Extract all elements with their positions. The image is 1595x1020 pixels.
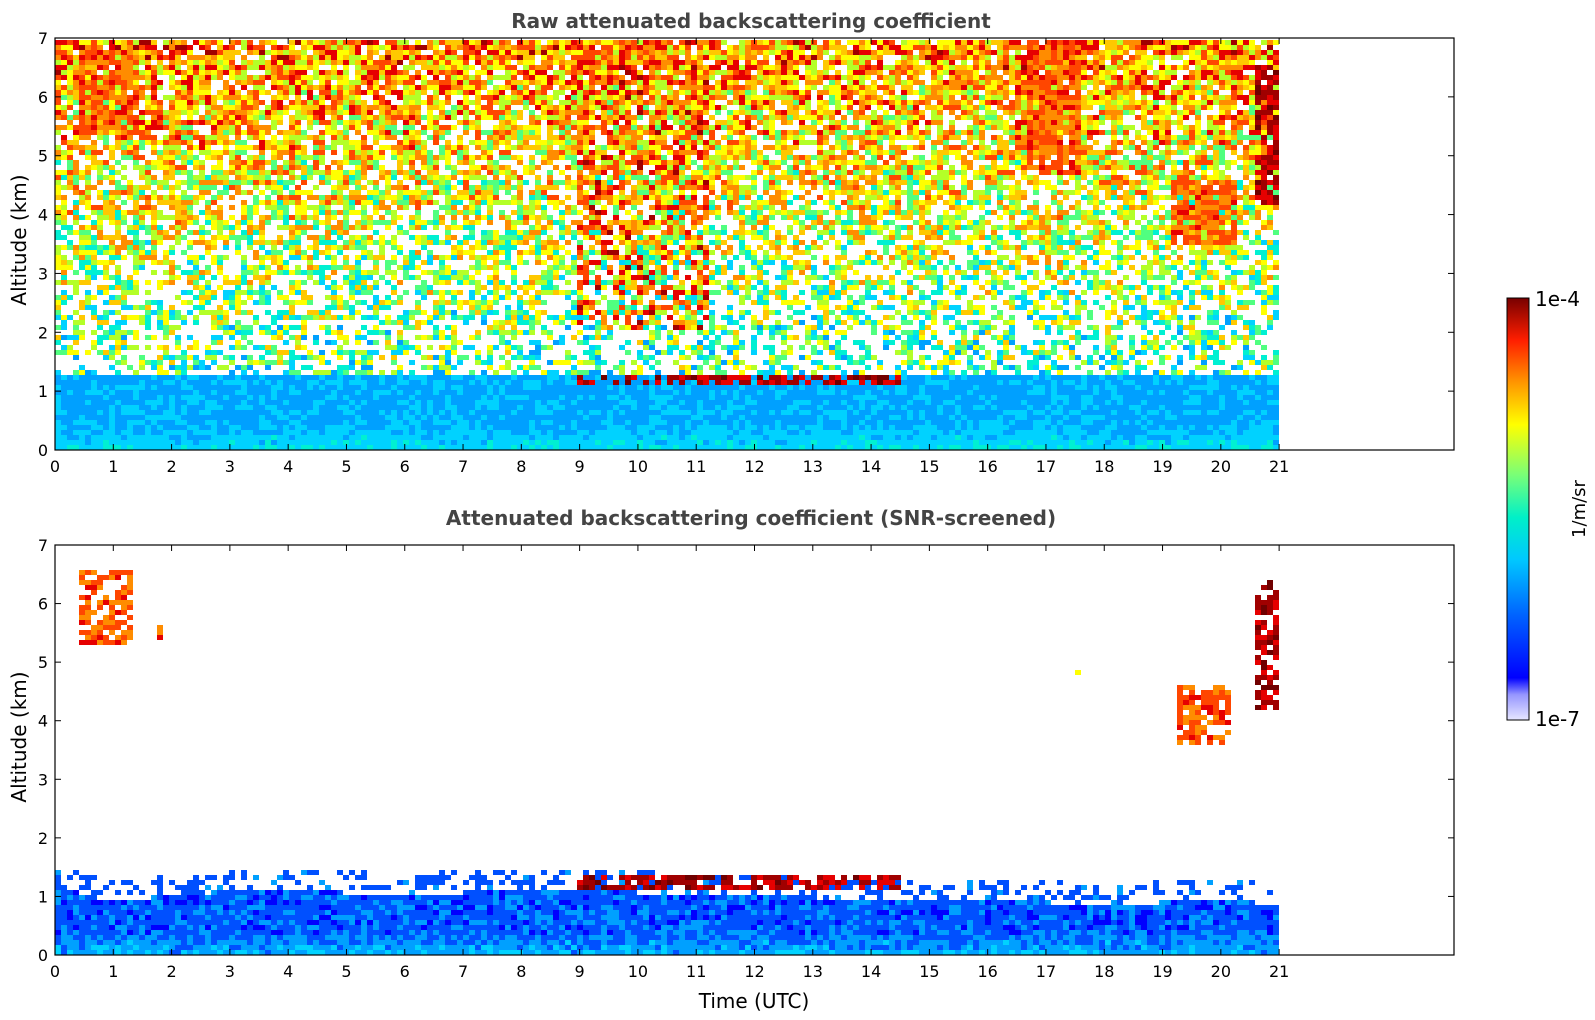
heatmap-field [55,570,1279,955]
y-tick-label: 4 [38,206,48,225]
x-tick-label: 15 [919,962,939,981]
x-tick-label: 9 [575,457,585,476]
x-tick-label: 16 [977,457,997,476]
panel-title: Raw attenuated backscattering coefficien… [511,9,991,33]
x-axis-label: Time (UTC) [698,989,810,1013]
x-tick-label: 5 [341,962,351,981]
y-tick-label: 6 [38,595,48,614]
x-tick-label: 18 [1094,962,1114,981]
colorbar-gradient [1506,297,1530,721]
x-tick-label: 16 [977,962,997,981]
y-tick-label: 5 [38,653,48,672]
colorbar-max-label: 1e-4 [1535,287,1580,311]
x-tick-label: 11 [686,457,706,476]
x-tick-label: 7 [458,962,468,981]
snr-screened-panel: Attenuated backscattering coefficient (S… [7,506,1455,1013]
x-tick-label: 10 [628,962,648,981]
x-tick-label: 13 [803,962,823,981]
x-tick-label: 14 [861,962,881,981]
x-tick-label: 6 [400,457,410,476]
y-tick-label: 0 [38,441,48,460]
x-tick-label: 12 [744,962,764,981]
y-tick-label: 5 [38,147,48,166]
heatmap-field [55,40,1279,450]
x-tick-label: 19 [1152,457,1172,476]
y-tick-label: 1 [38,382,48,401]
raw-backscatter-panel: Raw attenuated backscattering coefficien… [7,9,1455,476]
x-tick-label: 13 [803,457,823,476]
x-tick-label: 18 [1094,457,1114,476]
x-tick-label: 5 [341,457,351,476]
x-tick-label: 21 [1269,962,1289,981]
x-tick-label: 0 [50,457,60,476]
x-tick-label: 14 [861,457,881,476]
x-tick-label: 1 [108,457,118,476]
x-tick-label: 8 [516,457,526,476]
x-tick-label: 4 [283,962,293,981]
x-tick-label: 20 [1211,962,1231,981]
colorbar-min-label: 1e-7 [1535,707,1580,731]
colorbar-unit-label: 1/m/sr [1569,479,1590,537]
raw-heatmap-plot: 0 1 2 3 4 5 6 7 8 9 10 11 12 13 14 15 16 17 18 19 20 21012345… [38,29,1455,476]
y-tick-label: 7 [38,536,48,555]
x-tick-label: 2 [166,457,176,476]
y-tick-label: 4 [38,712,48,731]
x-tick-label: 15 [919,457,939,476]
x-tick-label: 1 [108,962,118,981]
x-tick-label: 4 [283,457,293,476]
y-tick-label: 6 [38,88,48,107]
y-tick-label: 2 [38,323,48,342]
x-tick-label: 11 [686,962,706,981]
panel-title: Attenuated backscattering coefficient (S… [446,506,1056,530]
y-tick-label: 7 [38,29,48,48]
y-axis-label: Altitude (km) [7,174,31,305]
y-tick-label: 0 [38,946,48,965]
colorbar: 1e-4 1e-7 1/m/sr [1506,287,1590,731]
x-tick-label: 6 [400,962,410,981]
x-tick-label: 3 [225,962,235,981]
x-tick-label: 19 [1152,962,1172,981]
y-tick-label: 3 [38,770,48,789]
x-tick-label: 21 [1269,457,1289,476]
x-tick-label: 7 [458,457,468,476]
y-tick-label: 2 [38,829,48,848]
x-tick-label: 10 [628,457,648,476]
x-tick-label: 20 [1211,457,1231,476]
y-tick-label: 3 [38,264,48,283]
y-axis-label: Altitude (km) [7,671,31,802]
x-tick-label: 2 [166,962,176,981]
x-tick-label: 17 [1036,962,1056,981]
screened-heatmap-plot: 0 1 2 3 4 5 6 7 8 9 10 11 12 13 14 15 16 17 18 19 20 21012345… [38,536,1455,981]
y-tick-label: 1 [38,887,48,906]
x-tick-label: 0 [50,962,60,981]
x-tick-label: 8 [516,962,526,981]
x-tick-label: 9 [575,962,585,981]
x-tick-label: 12 [744,457,764,476]
x-tick-label: 17 [1036,457,1056,476]
x-tick-label: 3 [225,457,235,476]
